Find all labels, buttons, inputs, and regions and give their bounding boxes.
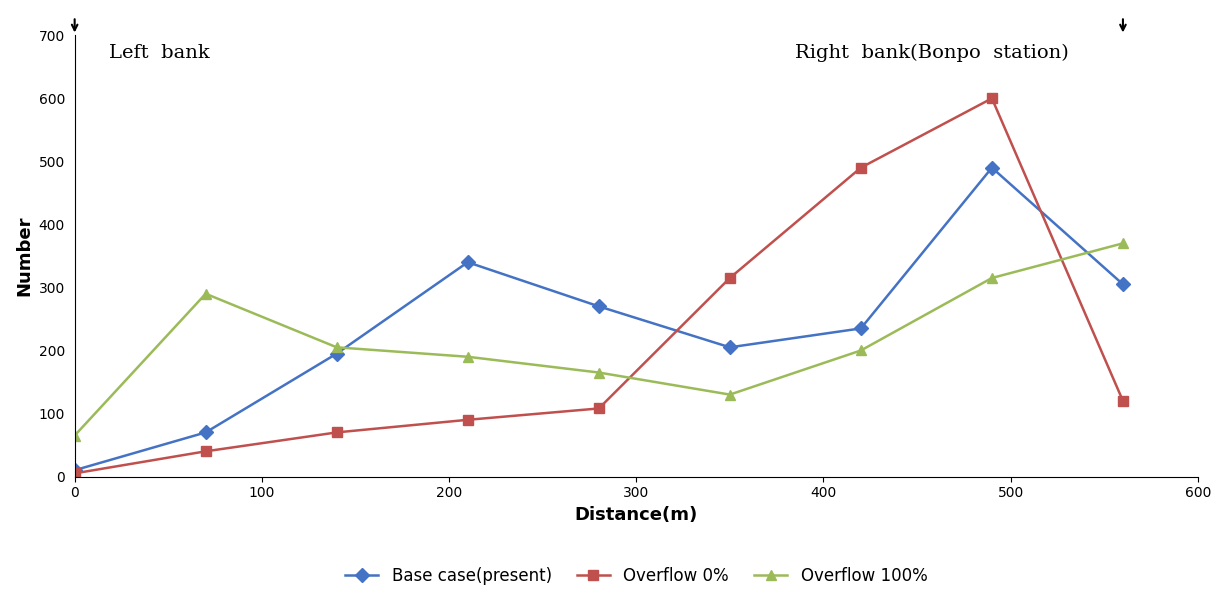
Y-axis label: Number: Number xyxy=(15,216,33,296)
Text: Left  bank: Left bank xyxy=(109,44,210,62)
Legend: Base case(present), Overflow 0%, Overflow 100%: Base case(present), Overflow 0%, Overflo… xyxy=(338,561,934,592)
Text: Right  bank(Bonpo  station): Right bank(Bonpo station) xyxy=(794,43,1069,62)
X-axis label: Distance(m): Distance(m) xyxy=(575,506,698,524)
